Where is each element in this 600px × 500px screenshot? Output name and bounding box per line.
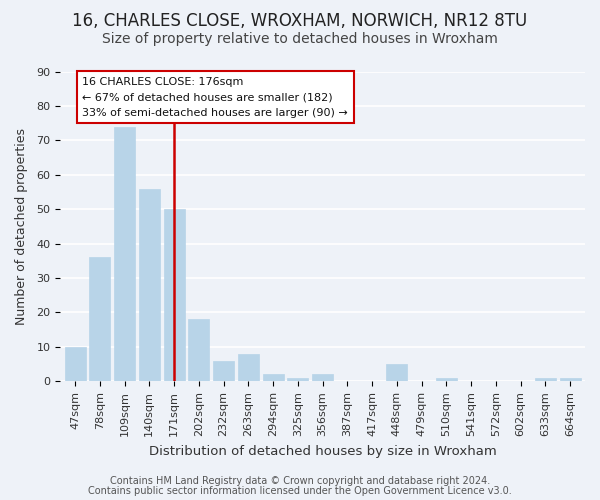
Text: 16 CHARLES CLOSE: 176sqm
← 67% of detached houses are smaller (182)
33% of semi-: 16 CHARLES CLOSE: 176sqm ← 67% of detach… (82, 76, 348, 118)
Bar (436, 378, 457, 382)
Bar (164, 209, 185, 382)
Bar (238, 354, 259, 382)
Text: Size of property relative to detached houses in Wroxham: Size of property relative to detached ho… (102, 32, 498, 46)
Bar (65, 347, 86, 382)
Text: 16, CHARLES CLOSE, WROXHAM, NORWICH, NR12 8TU: 16, CHARLES CLOSE, WROXHAM, NORWICH, NR1… (73, 12, 527, 30)
Y-axis label: Number of detached properties: Number of detached properties (15, 128, 28, 325)
Bar (287, 378, 308, 382)
X-axis label: Distribution of detached houses by size in Wroxham: Distribution of detached houses by size … (149, 444, 496, 458)
Bar (213, 360, 234, 382)
Bar (139, 188, 160, 382)
Bar (312, 374, 333, 382)
Bar (263, 374, 284, 382)
Bar (188, 320, 209, 382)
Bar (114, 126, 135, 382)
Text: Contains HM Land Registry data © Crown copyright and database right 2024.: Contains HM Land Registry data © Crown c… (110, 476, 490, 486)
Bar (89, 258, 110, 382)
Bar (386, 364, 407, 382)
Bar (560, 378, 581, 382)
Bar (535, 378, 556, 382)
Text: Contains public sector information licensed under the Open Government Licence v3: Contains public sector information licen… (88, 486, 512, 496)
